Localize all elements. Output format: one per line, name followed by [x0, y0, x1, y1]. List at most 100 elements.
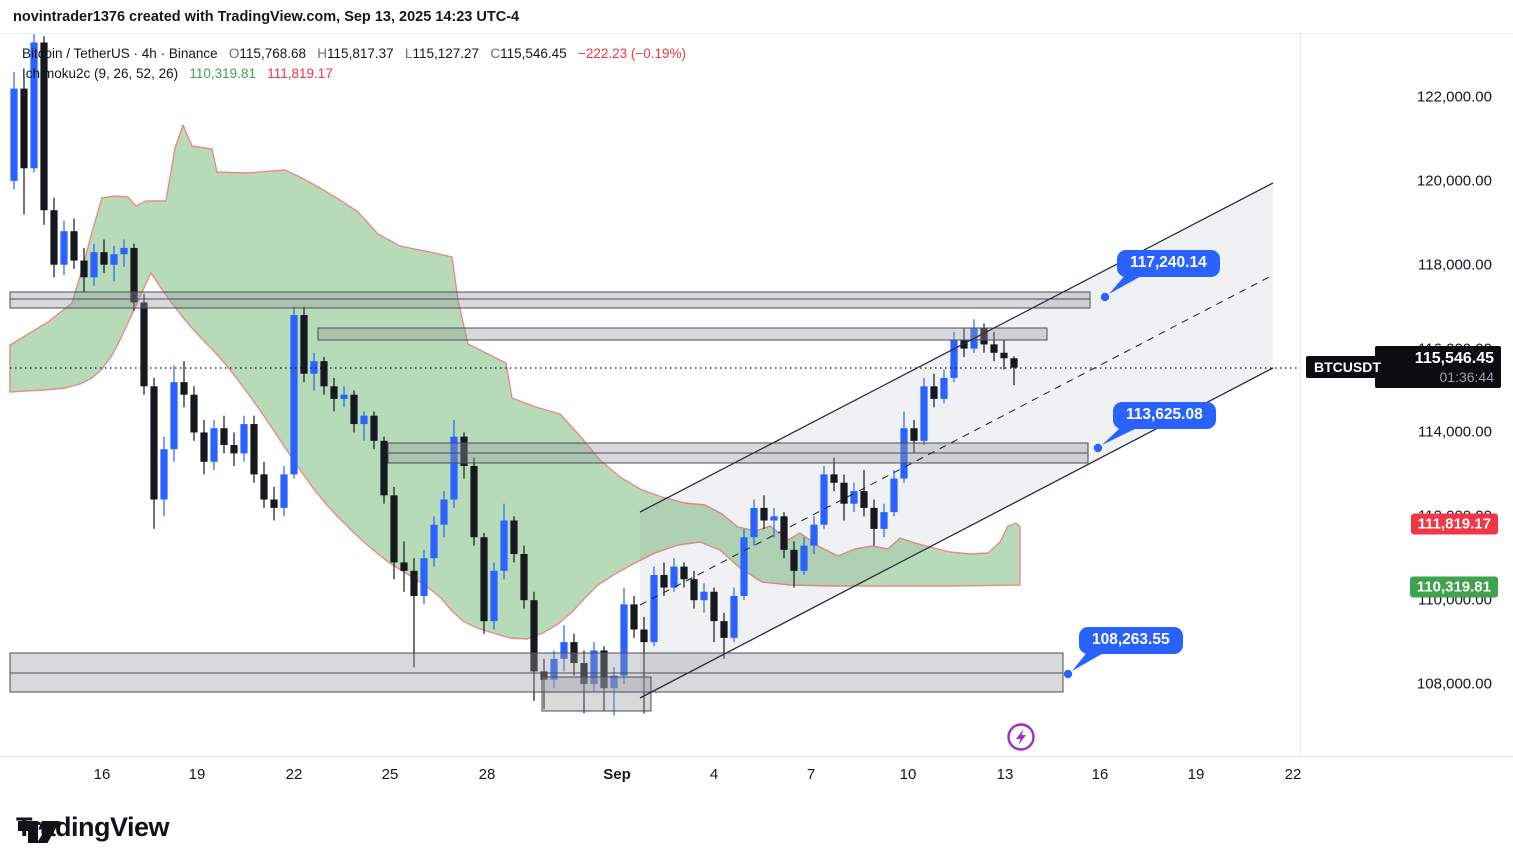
candle-body[interactable]: [950, 340, 958, 378]
candle-body[interactable]: [150, 386, 158, 500]
candle-body[interactable]: [310, 361, 318, 374]
candle-body[interactable]: [520, 554, 528, 601]
price-callout[interactable]: 108,263.55: [1079, 627, 1183, 654]
candle-body[interactable]: [100, 252, 108, 265]
symbol-row[interactable]: Bitcoin / TetherUS · 4h · Binance O115,7…: [22, 44, 686, 64]
candle-body[interactable]: [90, 252, 98, 278]
candle-body[interactable]: [280, 474, 288, 508]
indicator-row[interactable]: Ichimoku2c (9, 26, 52, 26) 110,319.81 11…: [22, 64, 686, 84]
candle-body[interactable]: [600, 650, 608, 689]
candle-body[interactable]: [1000, 352, 1008, 359]
candle-body[interactable]: [840, 482, 848, 504]
symbol-tag[interactable]: BTCUSDT: [1306, 355, 1389, 378]
candle-body[interactable]: [200, 432, 208, 462]
price-zone[interactable]: [317, 327, 1048, 341]
candle-body[interactable]: [140, 302, 148, 387]
candle-body[interactable]: [120, 247, 128, 255]
price-callout[interactable]: 113,625.08: [1113, 402, 1216, 429]
candle-body[interactable]: [960, 340, 968, 349]
price-zone[interactable]: [541, 676, 652, 712]
candle-body[interactable]: [720, 621, 728, 638]
candle-body[interactable]: [450, 436, 458, 500]
last-price-box[interactable]: 115,546.45 01:36:44: [1375, 345, 1501, 388]
candle-body[interactable]: [650, 575, 658, 643]
candle-body[interactable]: [540, 671, 548, 680]
candle-body[interactable]: [290, 315, 298, 475]
candle-body[interactable]: [810, 524, 818, 546]
candle-body[interactable]: [160, 449, 168, 500]
candle-body[interactable]: [850, 491, 858, 504]
candle-body[interactable]: [860, 491, 868, 508]
candle-body[interactable]: [470, 465, 478, 538]
candle-body[interactable]: [930, 386, 938, 399]
candle-body[interactable]: [640, 629, 648, 643]
candle-body[interactable]: [660, 575, 668, 588]
candle-body[interactable]: [680, 566, 688, 580]
ichimoku-cloud[interactable]: [9, 124, 1021, 640]
candle-body[interactable]: [670, 566, 678, 588]
candle-body[interactable]: [760, 507, 768, 521]
candle-body[interactable]: [110, 254, 118, 265]
candle-body[interactable]: [610, 675, 618, 689]
candle-body[interactable]: [410, 570, 418, 596]
candle-body[interactable]: [630, 604, 638, 630]
candle-body[interactable]: [920, 386, 928, 441]
candle-body[interactable]: [380, 440, 388, 496]
candle-body[interactable]: [990, 344, 998, 353]
candle-body[interactable]: [210, 428, 218, 462]
candle-body[interactable]: [400, 562, 408, 571]
candle-body[interactable]: [500, 520, 508, 571]
candle-body[interactable]: [20, 88, 28, 169]
candle-body[interactable]: [1010, 358, 1018, 368]
callout-anchor-dot[interactable]: [1100, 292, 1110, 302]
candle-body[interactable]: [80, 260, 88, 278]
candle-body[interactable]: [480, 537, 488, 622]
time-axis[interactable]: 16 19 22 25 28 Sep 4 7 10 13 16 19 22: [0, 756, 1513, 807]
callout-anchor-dot[interactable]: [1093, 443, 1103, 453]
candle-body[interactable]: [460, 436, 468, 466]
candle-body[interactable]: [980, 327, 988, 345]
candle-body[interactable]: [830, 474, 838, 483]
candle-body[interactable]: [790, 549, 798, 571]
candle-body[interactable]: [420, 558, 428, 596]
candle-body[interactable]: [510, 520, 518, 555]
candle-body[interactable]: [710, 591, 718, 622]
candle-body[interactable]: [270, 499, 278, 508]
candle-body[interactable]: [800, 545, 808, 571]
candle-body[interactable]: [890, 478, 898, 513]
candle-body[interactable]: [740, 537, 748, 596]
candle-body[interactable]: [60, 231, 68, 265]
candle-body[interactable]: [250, 424, 258, 475]
candle-body[interactable]: [530, 600, 538, 672]
candle-body[interactable]: [320, 361, 328, 387]
candle-body[interactable]: [440, 499, 448, 525]
candle-body[interactable]: [690, 579, 698, 601]
price-axis[interactable]: 122,000.00120,000.00118,000.00116,000.00…: [1300, 34, 1513, 756]
candle-body[interactable]: [560, 642, 568, 659]
candle-body[interactable]: [700, 591, 708, 601]
candle-body[interactable]: [590, 650, 598, 685]
callout-anchor-dot[interactable]: [1063, 669, 1073, 679]
candle-body[interactable]: [390, 495, 398, 563]
chart-legend[interactable]: Bitcoin / TetherUS · 4h · Binance O115,7…: [22, 44, 686, 84]
candle-body[interactable]: [260, 474, 268, 500]
candle-body[interactable]: [170, 382, 178, 450]
candle-body[interactable]: [40, 42, 48, 211]
price-callout[interactable]: 117,240.14: [1117, 250, 1220, 277]
candle-body[interactable]: [30, 42, 38, 169]
candle-body[interactable]: [730, 595, 738, 638]
candle-body[interactable]: [940, 377, 948, 399]
indicator-title[interactable]: Ichimoku2c (9, 26, 52, 26): [22, 66, 179, 81]
candle-body[interactable]: [240, 424, 248, 454]
candle-body[interactable]: [550, 658, 558, 680]
candle-body[interactable]: [330, 386, 338, 399]
candle-body[interactable]: [870, 507, 878, 529]
candle-body[interactable]: [220, 428, 228, 446]
candle-body[interactable]: [430, 524, 438, 559]
candle-body[interactable]: [620, 604, 628, 676]
candle-body[interactable]: [50, 210, 58, 265]
candle-body[interactable]: [370, 415, 378, 441]
channel-middle-line[interactable]: [639, 274, 1274, 606]
channel-upper-line[interactable]: [639, 182, 1274, 513]
